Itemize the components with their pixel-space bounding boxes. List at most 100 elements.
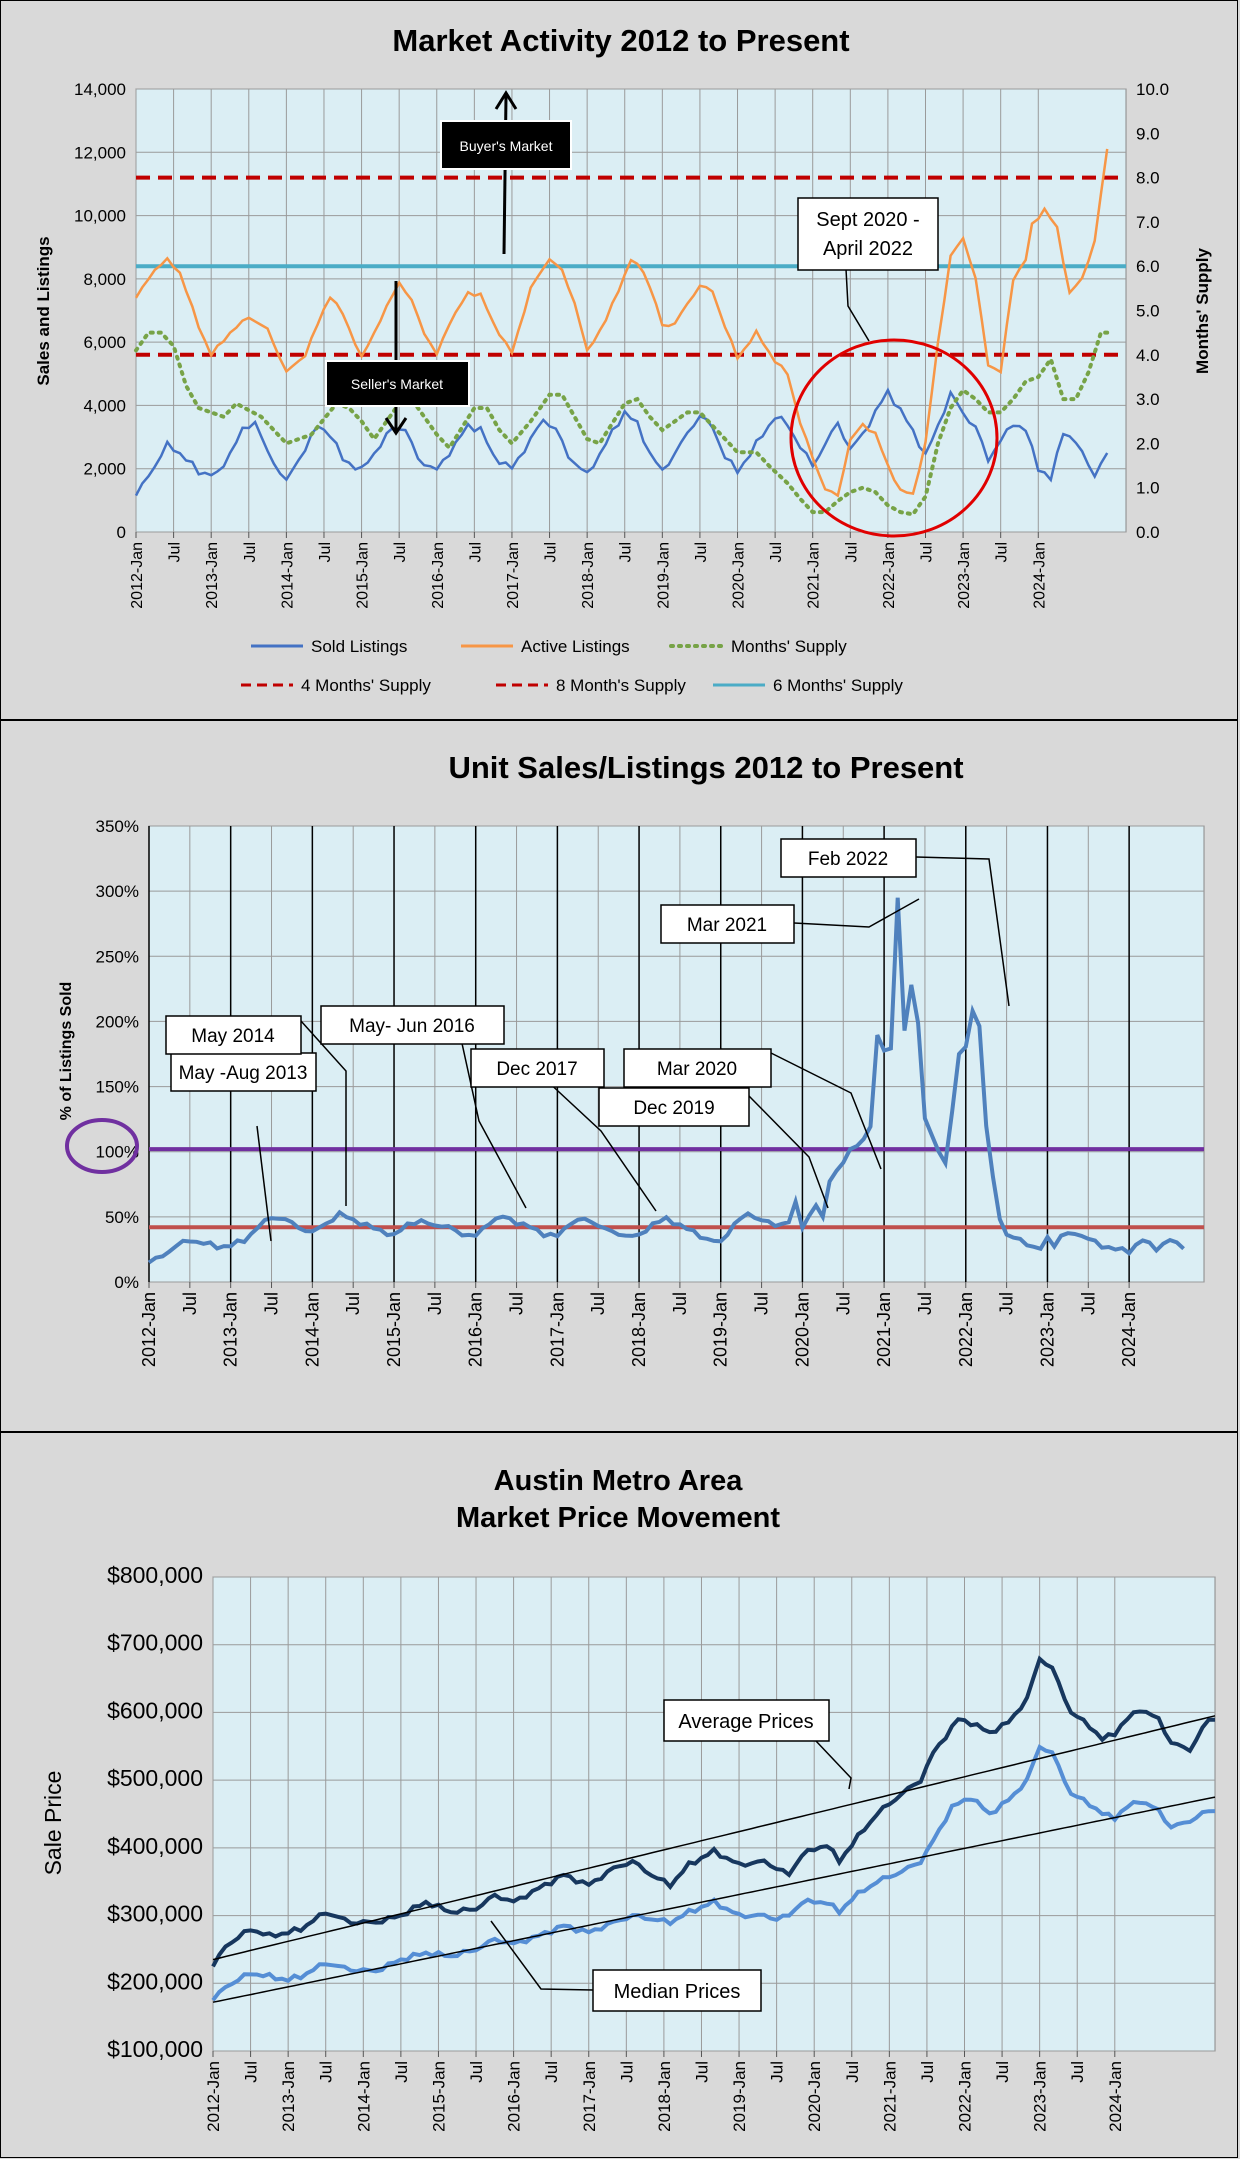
series-line: [134, 148, 1109, 498]
x-tick-label: 2014-Jan: [302, 1292, 322, 1367]
y2-tick-label: 8.0: [1136, 169, 1160, 188]
y-tick-label: 12,000: [74, 143, 126, 162]
x-tick-label: 2015-Jan: [429, 2061, 448, 2132]
unit-sales-panel: Unit Sales/Listings 2012 to Present 0% 50…: [0, 720, 1238, 1432]
y-tick-label: 2,000: [83, 460, 126, 479]
y-tick-label: $800,000: [107, 1562, 203, 1588]
x-tick-label: Jul: [752, 1292, 772, 1315]
x-tick-label: Jul: [317, 2061, 336, 2083]
x-tick-label: 2024-Jan: [1106, 2061, 1125, 2132]
legend-label: 6 Months' Supply: [773, 676, 903, 695]
callout-may-jun-2016: May- Jun 2016: [349, 1016, 475, 1037]
x-tick-label: 2024-Jan: [1119, 1292, 1139, 1367]
x-tick-label: Jul: [317, 542, 334, 562]
price-movement-chart: Austin Metro Area Market Price Movement …: [40, 1465, 1216, 2132]
callout-feb-2022: Feb 2022: [808, 849, 888, 870]
y-tick-label: $200,000: [107, 1968, 203, 1994]
y-tick-label: $300,000: [107, 1901, 203, 1927]
callouts: Average Prices Median Prices: [490, 1699, 852, 2012]
y-tick-label: 50%: [105, 1208, 139, 1227]
callout-may-2014: May 2014: [191, 1026, 275, 1047]
y2-tick-label: 6.0: [1136, 257, 1160, 276]
buyers-market-label: Buyer's Market: [460, 138, 553, 154]
x-tick-label: Jul: [768, 2061, 787, 2083]
x-tick-label: 2022-Jan: [881, 542, 898, 609]
legend-label: Months' Supply: [731, 637, 847, 656]
chart-title: Austin Metro Area: [494, 1465, 744, 1497]
y2-tick-label: 9.0: [1136, 124, 1160, 143]
y-tick-label: 6,000: [83, 333, 126, 352]
x-tick-label: 2012-Jan: [139, 1292, 159, 1367]
series-line: [147, 897, 1185, 1265]
series-line: [211, 1655, 1216, 1968]
x-tick-label: Jul: [242, 542, 259, 562]
x-tick-label: 2014-Jan: [279, 542, 296, 609]
y-tick-label: 250%: [96, 947, 139, 966]
y-tick-label: $700,000: [107, 1630, 203, 1656]
x-tick-label: 2020-Jan: [731, 542, 748, 609]
x-tick-label: 2022-Jan: [956, 1292, 976, 1367]
x-tick-label: Jul: [670, 1292, 690, 1315]
x-tick-label: 2014-Jan: [354, 2061, 373, 2132]
x-tick-label: Jul: [768, 542, 785, 562]
x-tick-label: Jul: [167, 542, 184, 562]
x-tick-label: Jul: [993, 2061, 1012, 2083]
x-tick-label: Jul: [692, 2061, 711, 2083]
x-tick-label: Jul: [425, 1292, 445, 1315]
y-tick-label: 8,000: [83, 270, 126, 289]
legend-label: Sold Listings: [311, 637, 407, 656]
x-tick-label: 2018-Jan: [629, 1292, 649, 1367]
y-tick-label: 0: [117, 523, 126, 542]
x-tick-label: 2013-Jan: [279, 2061, 298, 2132]
x-tick-label: 2021-Jan: [874, 1292, 894, 1367]
x-tick-label: Jul: [180, 1292, 200, 1315]
y-tick-label: 350%: [96, 817, 139, 836]
y2-axis-label: Months' Supply: [1193, 248, 1212, 374]
x-tick-label: 2023-Jan: [1037, 1292, 1057, 1367]
highlight-circle: [789, 338, 999, 538]
x-tick-label: 2017-Jan: [505, 542, 522, 609]
y2-tick-label: 10.0: [1136, 80, 1169, 99]
y2-tick-label: 3.0: [1136, 390, 1160, 409]
unit-sales-chart: Unit Sales/Listings 2012 to Present 0% 50…: [58, 750, 1205, 1367]
callouts: May -Aug 2013 May 2014 May- Jun 2016 Dec…: [165, 838, 1010, 1242]
y-tick-label: 200%: [96, 1012, 139, 1031]
y2-tick-label: 7.0: [1136, 213, 1160, 232]
x-tick-label: Jul: [915, 1292, 935, 1315]
trend-line: [212, 1715, 1216, 1961]
callout-average-prices: Average Prices: [678, 1711, 813, 1733]
y-tick-label: $400,000: [107, 1833, 203, 1859]
x-tick-label: 2024-Jan: [1031, 542, 1048, 609]
x-tick-label: 2022-Jan: [956, 2061, 975, 2132]
x-tick-label: 2012-Jan: [204, 2061, 223, 2132]
x-tick-label: 2013-Jan: [204, 542, 221, 609]
series-line: [134, 387, 1109, 497]
x-tick-label: 2019-Jan: [655, 542, 672, 609]
hundred-percent-circle: [65, 1118, 139, 1174]
price-movement-panel: Austin Metro Area Market Price Movement …: [0, 1432, 1238, 2158]
y-axis-label: Sale Price: [40, 1771, 66, 1876]
y-tick-label: $500,000: [107, 1765, 203, 1791]
market-activity-panel: Market Activity 2012 to Present 0 2,000 4,…: [0, 0, 1238, 720]
x-tick-label: Jul: [843, 2061, 862, 2083]
x-tick-label: 2020-Jan: [792, 1292, 812, 1367]
x-tick-label: Jul: [918, 542, 935, 562]
y-axis-label: % of Listings Sold: [58, 982, 75, 1121]
x-tick-label: 2023-Jan: [956, 542, 973, 609]
x-tick-label: Jul: [918, 2061, 937, 2083]
x-tick-label: Jul: [392, 542, 409, 562]
x-tick-label: Jul: [693, 542, 710, 562]
x-tick-label: Jul: [997, 1292, 1017, 1315]
x-tick-label: Jul: [543, 542, 560, 562]
x-tick-label: 2017-Jan: [547, 1292, 567, 1367]
legend-label: Active Listings: [521, 637, 630, 656]
x-tick-label: Jul: [392, 2061, 411, 2083]
plot-area: [135, 88, 1127, 533]
x-tick-label: Jul: [242, 2061, 261, 2083]
y2-tick-label: 2.0: [1136, 434, 1160, 453]
sept-2020-callout: Sept 2020 - April 2022: [797, 197, 939, 342]
trend-line: [212, 1796, 1216, 2003]
callout-median-prices: Median Prices: [614, 1981, 741, 2003]
x-tick-label: 2016-Jan: [505, 2061, 524, 2132]
callout-mar-2021: Mar 2021: [687, 915, 767, 936]
